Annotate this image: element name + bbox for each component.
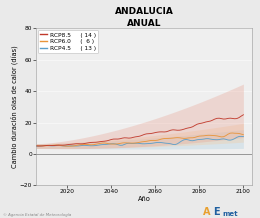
Text: met: met — [222, 211, 238, 217]
Text: © Agencia Estatal de Meteorología: © Agencia Estatal de Meteorología — [3, 213, 71, 217]
Title: ANDALUCIA
ANUAL: ANDALUCIA ANUAL — [115, 7, 174, 27]
Y-axis label: Cambio duración olas de calor (días): Cambio duración olas de calor (días) — [11, 45, 18, 168]
Text: A: A — [203, 207, 210, 217]
X-axis label: Año: Año — [138, 196, 151, 202]
Text: E: E — [213, 207, 220, 217]
Legend: RCP8.5     ( 14 ), RCP6.0     (  6 ), RCP4.5     ( 13 ): RCP8.5 ( 14 ), RCP6.0 ( 6 ), RCP4.5 ( 13… — [38, 30, 98, 53]
